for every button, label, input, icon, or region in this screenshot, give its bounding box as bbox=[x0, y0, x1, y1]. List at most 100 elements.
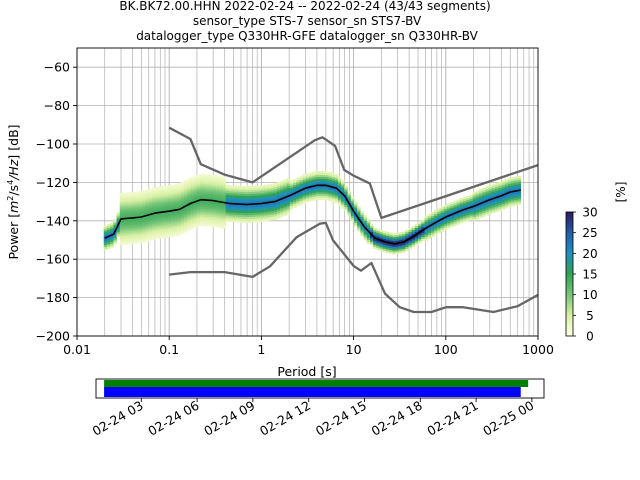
density-cell bbox=[475, 211, 480, 214]
density-cell bbox=[145, 216, 149, 219]
density-cell bbox=[216, 194, 220, 197]
density-cell bbox=[504, 200, 509, 203]
density-cell bbox=[273, 210, 278, 213]
density-cell bbox=[212, 180, 217, 183]
density-cell bbox=[212, 190, 217, 193]
density-cell bbox=[116, 227, 121, 230]
density-cell bbox=[434, 229, 438, 232]
density-cell bbox=[488, 194, 493, 197]
density-cell bbox=[321, 172, 326, 176]
density-cell bbox=[187, 201, 191, 204]
density-cell bbox=[366, 234, 371, 237]
density-cell bbox=[145, 235, 149, 238]
density-cell bbox=[267, 186, 271, 189]
density-cell bbox=[488, 200, 493, 203]
density-cell bbox=[122, 242, 127, 245]
density-cell bbox=[453, 219, 457, 223]
density-cell bbox=[347, 204, 352, 207]
density-cell bbox=[267, 213, 271, 216]
density-cell bbox=[296, 196, 300, 199]
density-cell bbox=[363, 238, 368, 241]
density-cell bbox=[312, 179, 316, 182]
density-cell bbox=[292, 199, 297, 203]
density-cell bbox=[292, 205, 297, 208]
density-cell bbox=[318, 178, 323, 181]
density-cell bbox=[132, 207, 137, 210]
density-cell bbox=[180, 187, 185, 190]
density-cell bbox=[408, 231, 412, 234]
density-cell bbox=[219, 225, 223, 229]
density-cell bbox=[376, 242, 380, 245]
density-cell bbox=[187, 211, 191, 214]
density-cell bbox=[164, 202, 169, 206]
density-cell bbox=[225, 186, 230, 190]
density-cell bbox=[434, 215, 438, 218]
density-cell bbox=[158, 219, 162, 222]
density-cell bbox=[167, 196, 172, 199]
density-cell bbox=[122, 194, 127, 197]
density-cell bbox=[164, 195, 169, 198]
density-cell bbox=[328, 198, 332, 202]
density-cell bbox=[366, 222, 371, 225]
density-cell bbox=[151, 189, 156, 192]
density-cell bbox=[379, 233, 384, 236]
density-cell bbox=[155, 229, 159, 232]
density-cell bbox=[145, 195, 149, 198]
density-cell bbox=[472, 195, 477, 198]
density-cell bbox=[238, 205, 242, 208]
density-cell bbox=[264, 184, 268, 187]
density-cell bbox=[228, 206, 233, 209]
density-cell bbox=[113, 236, 117, 239]
density-cell bbox=[251, 197, 255, 200]
density-cell bbox=[498, 204, 502, 208]
density-cell bbox=[119, 231, 124, 234]
density-cell bbox=[251, 220, 255, 223]
density-cell bbox=[328, 195, 332, 198]
density-cell bbox=[251, 208, 255, 212]
density-cell bbox=[241, 207, 246, 210]
density-cell bbox=[158, 194, 162, 197]
density-cell bbox=[434, 232, 438, 236]
density-cell bbox=[190, 215, 194, 218]
density-cell bbox=[193, 196, 198, 200]
density-cell bbox=[203, 212, 207, 215]
density-cell bbox=[446, 222, 451, 225]
density-cell bbox=[418, 238, 422, 242]
density-cell bbox=[193, 185, 198, 188]
density-cell bbox=[405, 244, 409, 248]
density-cell bbox=[392, 246, 396, 249]
density-cell bbox=[289, 191, 294, 195]
density-cell bbox=[235, 208, 239, 211]
density-cell bbox=[299, 179, 303, 182]
density-cell bbox=[158, 188, 162, 191]
density-cell bbox=[155, 194, 159, 197]
density-cell bbox=[119, 223, 124, 226]
density-cell bbox=[196, 222, 201, 225]
density-cell bbox=[174, 201, 178, 204]
density-cell bbox=[418, 233, 422, 236]
density-cell bbox=[392, 236, 396, 240]
density-cell bbox=[296, 179, 300, 182]
density-cell bbox=[183, 195, 188, 198]
density-cell bbox=[103, 234, 108, 238]
density-cell bbox=[177, 200, 182, 203]
density-cell bbox=[110, 226, 114, 229]
density-cell bbox=[171, 184, 175, 187]
density-cell bbox=[302, 183, 307, 187]
density-cell bbox=[129, 194, 133, 197]
density-cell bbox=[491, 189, 496, 193]
density-cell bbox=[212, 197, 217, 201]
density-cell bbox=[382, 242, 387, 245]
density-cell bbox=[398, 251, 403, 254]
density-cell bbox=[219, 183, 223, 186]
density-cell bbox=[414, 231, 419, 234]
density-cell bbox=[129, 192, 133, 195]
density-cell bbox=[414, 227, 419, 230]
density-cell bbox=[139, 194, 143, 198]
density-cell bbox=[479, 190, 483, 194]
density-cell bbox=[177, 202, 182, 205]
density-cell bbox=[199, 223, 204, 226]
density-cell bbox=[360, 232, 364, 235]
density-cell bbox=[167, 229, 172, 232]
density-cell bbox=[318, 180, 323, 183]
